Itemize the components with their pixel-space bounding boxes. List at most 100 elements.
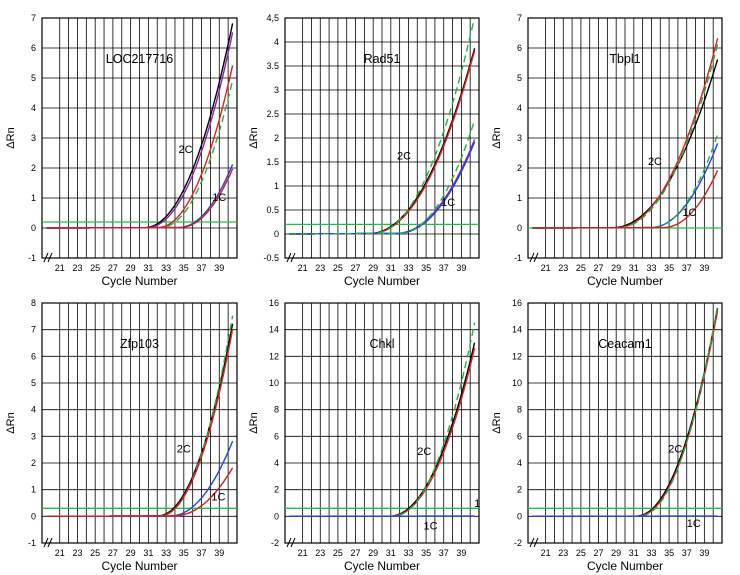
x-tick-label: 37 — [682, 548, 692, 558]
y-tick-label: 1.5 — [266, 157, 279, 167]
series-line-5 — [46, 467, 234, 517]
curve-annotation: 2C — [397, 151, 411, 163]
x-axis-label: Cycle Number — [587, 274, 663, 288]
y-tick-label: 10 — [512, 378, 522, 388]
x-tick-label: 31 — [629, 548, 639, 558]
x-tick-label: 39 — [699, 548, 709, 558]
x-tick-label: 29 — [611, 548, 621, 558]
curve-annotation: 2C — [417, 446, 431, 458]
x-tick-label: 23 — [315, 548, 325, 558]
y-tick-label: 7 — [517, 13, 522, 23]
curve-annotation: 1C — [423, 521, 437, 533]
y-tick-label: 2 — [517, 163, 522, 173]
y-axis-label: ΔRn — [491, 412, 503, 433]
y-tick-label: 7 — [31, 325, 36, 335]
x-tick-label: 27 — [594, 263, 604, 273]
x-tick-label: 25 — [333, 548, 343, 558]
curve-annotation: 2C — [179, 144, 193, 156]
curve-annotation: 1C — [682, 207, 696, 219]
x-tick-label: 33 — [161, 263, 171, 273]
y-tick-label: -1 — [514, 253, 522, 263]
x-tick-label: 35 — [421, 548, 431, 558]
plot-frame — [41, 302, 238, 544]
x-tick-label: 31 — [386, 548, 396, 558]
x-tick-label: 25 — [333, 263, 343, 273]
y-tick-label: 8 — [517, 405, 522, 415]
y-tick-label: 3 — [274, 85, 279, 95]
x-tick-label: 27 — [108, 263, 118, 273]
chart-panel-2: -0.5 0 0.5 1 1.5 2 2.5 3 3.5 4 4,5 21 23 25 27 29 31 33 35… — [248, 13, 480, 288]
y-tick-label: 16 — [512, 298, 522, 308]
x-axis-label: Cycle Number — [344, 559, 420, 573]
x-tick-label: 31 — [629, 263, 639, 273]
series-line-6 — [289, 120, 476, 235]
x-tick-label: 29 — [368, 548, 378, 558]
x-tick-label: 37 — [197, 263, 207, 273]
y-axis-label: ΔRn — [491, 127, 503, 148]
x-tick-label: 23 — [72, 263, 82, 273]
y-tick-label: 2 — [517, 485, 522, 495]
y-tick-label: 5 — [31, 378, 36, 388]
axis-break-mark — [529, 537, 539, 548]
y-tick-label: 6 — [274, 431, 279, 441]
x-tick-label: 33 — [403, 548, 413, 558]
y-axis-label: ΔRn — [248, 412, 260, 433]
y-tick-label: 0 — [517, 223, 522, 233]
curve-annotation: 1 — [474, 498, 480, 510]
curve-annotation: 1C — [441, 197, 455, 209]
y-tick-label: 1 — [274, 181, 279, 191]
x-tick-label: 33 — [403, 263, 413, 273]
series-line-3 — [289, 17, 476, 235]
x-tick-label: 23 — [558, 263, 568, 273]
x-tick-label: 39 — [214, 548, 224, 558]
y-tick-label: 4 — [274, 37, 279, 47]
x-tick-label: 33 — [646, 263, 656, 273]
y-tick-label: 2 — [31, 163, 36, 173]
y-axis-label: ΔRn — [5, 412, 17, 433]
chart-title: Rad51 — [364, 52, 401, 66]
x-tick-label: 29 — [368, 263, 378, 273]
chart-title: Zfp103 — [120, 337, 159, 351]
series-line-6 — [46, 168, 234, 229]
x-tick-label: 31 — [143, 263, 153, 273]
y-tick-label: 2 — [274, 485, 279, 495]
plot-frame — [527, 302, 723, 544]
y-tick-label: 6 — [31, 351, 36, 361]
x-tick-label: 31 — [386, 263, 396, 273]
curve-annotation: 2C — [648, 156, 662, 168]
y-tick-label: 3 — [31, 431, 36, 441]
y-tick-label: 0 — [31, 223, 36, 233]
y-tick-label: 6 — [517, 431, 522, 441]
y-tick-label: -2 — [514, 538, 522, 548]
axis-break-mark — [286, 537, 296, 548]
y-axis-label: ΔRn — [248, 127, 260, 148]
y-tick-label: 8 — [274, 405, 279, 415]
axis-break-mark — [286, 252, 296, 263]
x-tick-label: 27 — [351, 548, 361, 558]
x-tick-label: 25 — [576, 548, 586, 558]
plot-frame — [284, 17, 480, 259]
axis-break-mark — [43, 252, 53, 263]
x-tick-label: 29 — [126, 548, 136, 558]
axis-break-mark — [529, 252, 539, 263]
x-tick-label: 21 — [541, 548, 551, 558]
x-tick-label: 29 — [126, 263, 136, 273]
y-tick-label: 14 — [512, 325, 522, 335]
curve-annotation: 1C — [211, 491, 225, 503]
plot-frame — [284, 302, 480, 544]
y-tick-label: 3.5 — [266, 61, 279, 71]
x-tick-label: 35 — [179, 548, 189, 558]
chart-title: LOC217716 — [106, 52, 173, 66]
series-line-6 — [532, 170, 719, 229]
x-tick-label: 37 — [682, 263, 692, 273]
y-tick-label: 5 — [31, 73, 36, 83]
axis-break-mark — [43, 537, 53, 548]
x-tick-label: 23 — [558, 548, 568, 558]
y-tick-label: 7 — [31, 13, 36, 23]
x-tick-label: 23 — [315, 263, 325, 273]
y-tick-label: 4 — [274, 458, 279, 468]
y-tick-label: 2 — [274, 133, 279, 143]
chart-panel-6: -2 0 2 4 6 8 10 12 14 16 21 23 25 27 29 31 33 35 37 39 Ceaca… — [491, 298, 723, 573]
x-tick-label: 33 — [161, 548, 171, 558]
